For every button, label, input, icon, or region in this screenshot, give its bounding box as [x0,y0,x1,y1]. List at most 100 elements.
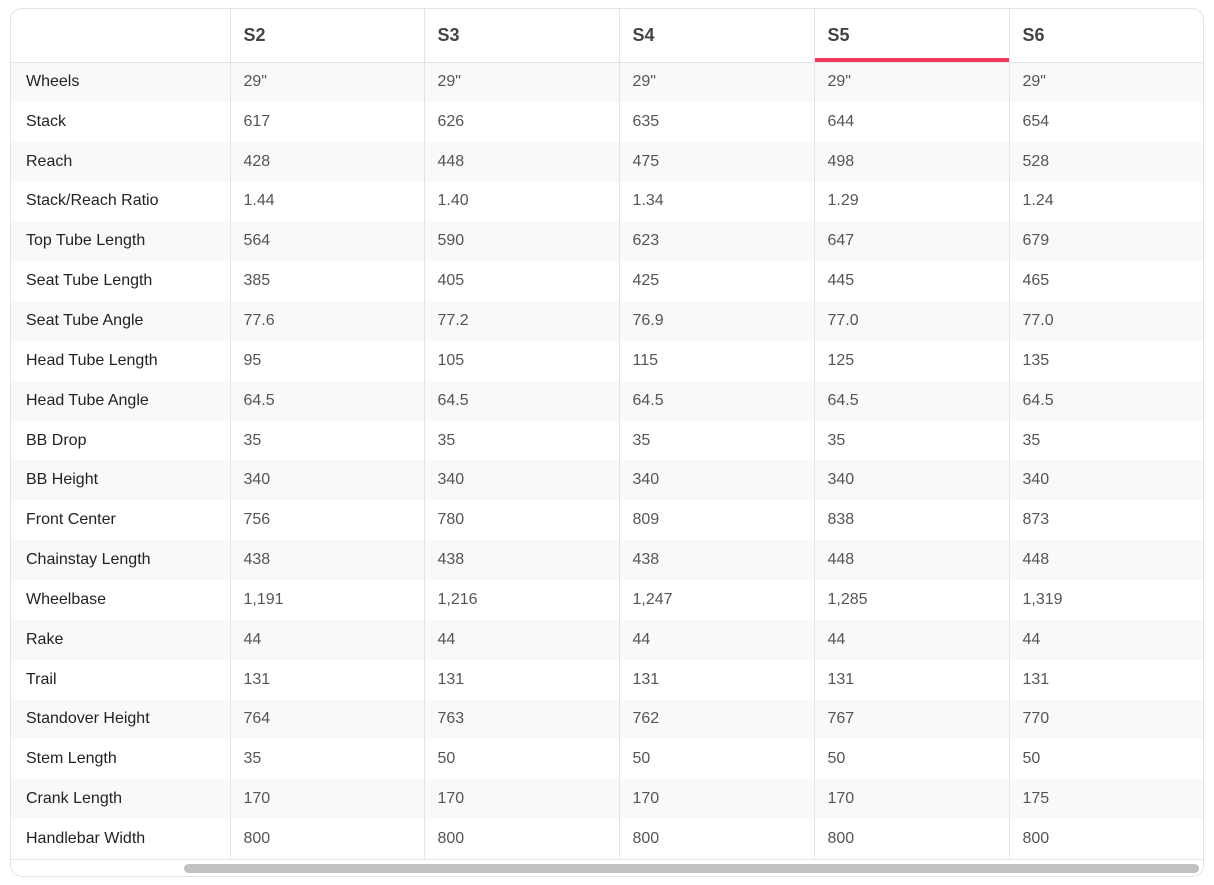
table-row: BB Drop 35 35 35 35 35 [11,420,1203,461]
table-cell: 125 [814,340,1010,381]
table-cell: 340 [230,460,425,501]
table-cell: 425 [619,261,815,302]
row-label: Seat Tube Length [11,261,231,302]
table-cell: 1,247 [619,579,815,620]
table-cell: 626 [424,101,620,142]
row-label: BB Drop [11,420,231,461]
table-cell: 438 [230,540,425,580]
table-cell: 763 [424,699,620,740]
table-cell: 647 [814,221,1010,262]
horizontal-scrollbar[interactable] [11,859,1203,876]
column-header-s5[interactable]: S5 [814,9,1010,63]
row-label: Top Tube Length [11,221,231,262]
table-cell: 438 [619,540,815,580]
table-cell: 767 [814,699,1010,740]
table-cell: 1.40 [424,181,620,222]
table-cell: 800 [424,819,620,859]
table-cell: 29" [1009,62,1203,102]
table-cell: 340 [1009,460,1203,501]
table-cell: 448 [1009,540,1203,580]
table-row: Reach 428 448 475 498 528 [11,141,1203,182]
table-cell: 617 [230,101,425,142]
row-label: Crank Length [11,779,231,820]
column-header-s3[interactable]: S3 [424,9,620,63]
row-label: Chainstay Length [11,540,231,580]
table-cell: 64.5 [424,380,620,421]
table-cell: 170 [230,779,425,820]
table-cell: 1,285 [814,579,1010,620]
table-cell: 679 [1009,221,1203,262]
table-cell: 623 [619,221,815,262]
table-cell: 50 [814,739,1010,780]
table-cell: 800 [814,819,1010,859]
table-cell: 405 [424,261,620,302]
table-cell: 564 [230,221,425,262]
table-cell: 838 [814,500,1010,541]
table-cell: 340 [619,460,815,501]
row-label: Reach [11,141,231,182]
table-cell: 1.24 [1022,192,1054,210]
table-cell: 780 [424,500,620,541]
table-cell: 29" [619,62,815,102]
table-cell: 44 [230,619,425,660]
header-row: S2 S3 S4 S5 S6 [11,9,1203,63]
row-label: Front Center [11,500,231,541]
column-header-s2[interactable]: S2 [230,9,425,63]
table-cell: 528 [1009,141,1203,182]
table-cell: 438 [424,540,620,580]
table-row: Wheels 29" 29" 29" 29" 29" [11,62,1203,102]
table-cell: 50 [1022,750,1041,768]
table-cell: 170 [424,779,620,820]
row-label: Wheels [11,62,231,102]
table-cell: 428 [230,141,425,182]
table-cell: 175 [1009,779,1203,820]
table-cell: 644 [814,101,1010,142]
table-cell: 465 [1022,272,1050,290]
table-row: BB Height 340 340 340 340 340 [11,460,1203,501]
row-label: BB Height [11,460,231,501]
scrollbar-thumb[interactable] [184,864,1199,873]
table-cell: 1,319 [1022,590,1063,608]
table-cell: 50 [424,739,620,780]
geometry-table-container: S2 S3 S4 S5 S6 Wheels 29" 29" 29" 29" 29" Stack 617… [10,8,1204,877]
row-label: Head Tube Length [11,340,231,381]
table-cell: 131 [424,659,620,700]
row-label: Stack [11,101,231,142]
table-row: Head Tube Length 95 105 115 125 135 [11,340,1203,381]
table-cell: 77.0 [814,301,1010,341]
table-cell: 448 [814,540,1010,580]
row-label: Seat Tube Angle [11,301,231,341]
table-cell: 770 [1009,699,1203,740]
column-header-s4[interactable]: S4 [619,9,815,63]
row-label: Head Tube Angle [11,380,231,421]
table-cell: 170 [814,779,1010,820]
table-cell: 35 [424,420,620,461]
table-cell: 1.34 [619,181,815,222]
table-cell: 35 [814,420,1010,461]
table-cell: 131 [619,659,815,700]
table-cell: 340 [424,460,620,501]
table-cell: 1.44 [230,181,425,222]
table-cell: 800 [619,819,815,859]
table-cell: 44 [619,619,815,660]
table-row: Stack 617 626 635 644 654 [11,101,1203,142]
table-row: Head Tube Angle 64.5 64.5 64.5 64.5 64.5 [11,380,1203,421]
table-cell: 764 [230,699,425,740]
table-cell: 115 [619,340,815,381]
table-cell: 170 [619,779,815,820]
column-header-s6[interactable]: S6 [1009,9,1203,63]
table-cell: 29" [424,62,620,102]
table-cell: 448 [424,141,620,182]
table-row: Chainstay Length 438 438 438 448 448 [11,540,1203,580]
table-cell: 35 [230,420,425,461]
table-row: Front Center 756 780 809 838 873 [11,500,1203,541]
row-label: Stem Length [11,739,231,780]
row-label: Handlebar Width [11,819,231,859]
row-label: Rake [11,619,231,660]
table-row: Stack/Reach Ratio 1.44 1.40 1.34 1.29 1.24 [11,181,1203,222]
table-cell: 800 [1022,829,1050,847]
table-cell: 44 [424,619,620,660]
table-cell: 131 [814,659,1010,700]
table-row: Wheelbase 1,191 1,216 1,247 1,285 1,319 [11,579,1203,620]
table-cell: 35 [230,739,425,780]
